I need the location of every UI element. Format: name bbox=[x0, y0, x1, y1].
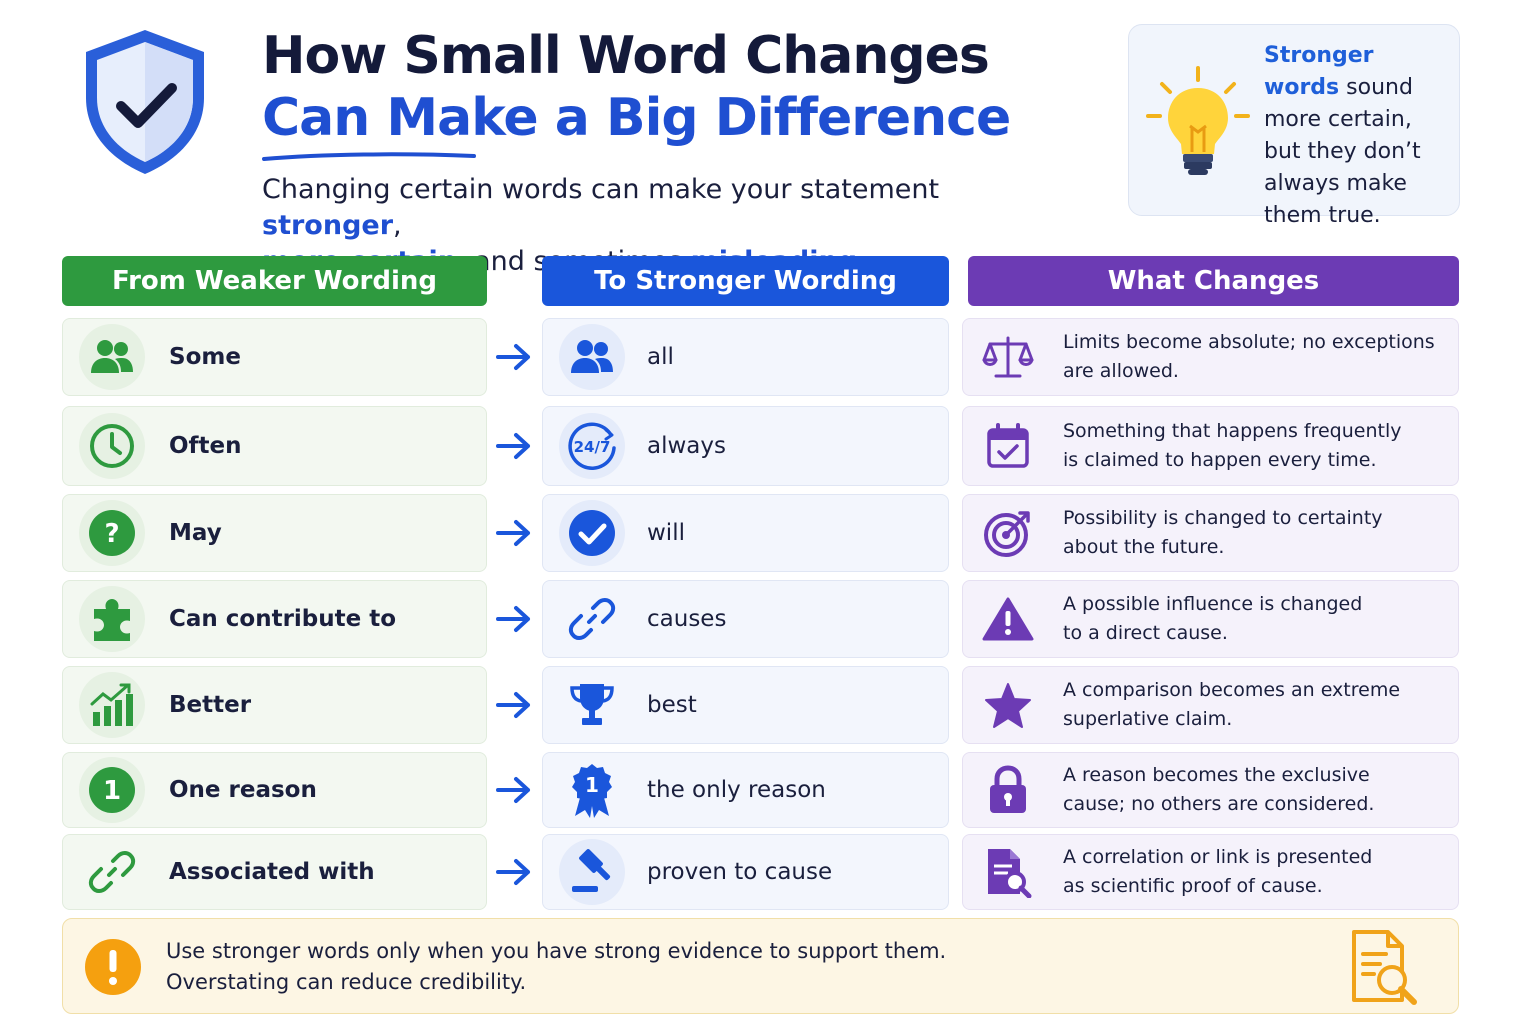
svg-text:24/7: 24/7 bbox=[574, 438, 611, 456]
change-description: A possible influence is changed to a dir… bbox=[1063, 593, 1363, 644]
star-icon bbox=[975, 672, 1041, 738]
change-description: Possibility is changed to certainty abou… bbox=[1063, 507, 1383, 558]
arrow-icon bbox=[496, 777, 530, 803]
change-description: A comparison becomes an extreme superlat… bbox=[1063, 679, 1401, 730]
weak-word: Some bbox=[169, 344, 241, 370]
strong-cell: 24/7 always bbox=[542, 406, 949, 486]
change-cell: A reason becomes the exclusive cause; no… bbox=[962, 752, 1459, 828]
strong-cell: causes bbox=[542, 580, 949, 658]
arrow-icon bbox=[496, 606, 530, 632]
weak-cell: Can contribute to bbox=[62, 580, 487, 658]
number-one-icon: 1 bbox=[79, 757, 145, 823]
tip-text: Stronger words sound more certain, but t… bbox=[1264, 43, 1421, 228]
change-cell: A comparison becomes an extreme superlat… bbox=[962, 666, 1459, 744]
strong-cell: will bbox=[542, 494, 949, 572]
weak-cell: 1 One reason bbox=[62, 752, 487, 828]
change-cell: A correlation or link is presented as sc… bbox=[962, 834, 1459, 910]
column-header-stronger: To Stronger Wording bbox=[542, 256, 949, 306]
weak-word: One reason bbox=[169, 777, 317, 803]
lightbulb-icon bbox=[1146, 66, 1250, 175]
svg-text:1: 1 bbox=[585, 773, 599, 797]
weak-cell: Better bbox=[62, 666, 487, 744]
weak-cell: Associated with bbox=[62, 834, 487, 910]
strong-word: the only reason bbox=[647, 777, 826, 803]
strong-cell: 1 the only reason bbox=[542, 752, 949, 828]
strong-word: always bbox=[647, 433, 726, 459]
title-underline bbox=[262, 152, 476, 161]
question-icon: ? bbox=[79, 500, 145, 566]
warning-circle-icon bbox=[85, 939, 141, 995]
change-cell: Limits become absolute; no exceptions ar… bbox=[962, 318, 1459, 396]
people-icon bbox=[559, 324, 625, 390]
arrow-icon bbox=[496, 692, 530, 718]
weak-cell: Some bbox=[62, 318, 487, 396]
arrow-icon bbox=[496, 433, 530, 459]
change-description: A correlation or link is presented as sc… bbox=[1063, 846, 1373, 897]
puzzle-icon bbox=[79, 586, 145, 652]
change-description: Limits become absolute; no exceptions ar… bbox=[1063, 331, 1435, 382]
page-title-line2: Can Make a Big Difference bbox=[262, 88, 1011, 148]
document-search-icon bbox=[975, 839, 1041, 905]
weak-word: May bbox=[169, 520, 222, 546]
footer-note bbox=[62, 918, 1459, 1014]
change-cell: A possible influence is changed to a dir… bbox=[962, 580, 1459, 658]
arrow-icon bbox=[496, 859, 530, 885]
strong-word: proven to cause bbox=[647, 859, 833, 885]
check-circle-icon bbox=[559, 500, 625, 566]
weak-word: Associated with bbox=[169, 859, 375, 885]
24-7-icon: 24/7 bbox=[559, 413, 625, 479]
shield-check-icon bbox=[86, 30, 204, 174]
ribbon-icon: 1 bbox=[559, 757, 625, 823]
document-search-icon bbox=[1352, 930, 1417, 1005]
growth-chart-icon bbox=[79, 672, 145, 738]
strong-cell: all bbox=[542, 318, 949, 396]
svg-text:?: ? bbox=[104, 519, 119, 549]
change-cell: Possibility is changed to certainty abou… bbox=[962, 494, 1459, 572]
arrow-icon bbox=[496, 344, 530, 370]
calendar-check-icon bbox=[975, 413, 1041, 479]
change-cell: Something that happens frequently is cla… bbox=[962, 406, 1459, 486]
scale-icon bbox=[975, 324, 1041, 390]
page-title-line1: How Small Word Changes bbox=[262, 26, 990, 86]
target-icon bbox=[975, 500, 1041, 566]
weak-word: Better bbox=[169, 692, 252, 718]
weak-word: Often bbox=[169, 433, 242, 459]
column-header-weaker: From Weaker Wording bbox=[62, 256, 487, 306]
strong-cell: best bbox=[542, 666, 949, 744]
gavel-icon bbox=[559, 839, 625, 905]
footer-text: Use stronger words only when you have st… bbox=[166, 939, 947, 994]
strong-word: causes bbox=[647, 606, 727, 632]
column-header-changes: What Changes bbox=[968, 256, 1459, 306]
weak-word: Can contribute to bbox=[169, 606, 397, 632]
change-description: A reason becomes the exclusive cause; no… bbox=[1063, 764, 1375, 815]
strong-word: all bbox=[647, 344, 674, 370]
warning-icon bbox=[975, 586, 1041, 652]
link-icon bbox=[79, 839, 145, 905]
strong-cell: proven to cause bbox=[542, 834, 949, 910]
strong-word: best bbox=[647, 692, 697, 718]
people-icon bbox=[79, 324, 145, 390]
link-icon bbox=[559, 586, 625, 652]
strong-word: will bbox=[647, 520, 685, 546]
weak-cell: Often bbox=[62, 406, 487, 486]
weak-cell: ? May bbox=[62, 494, 487, 572]
clock-icon bbox=[79, 413, 145, 479]
svg-text:1: 1 bbox=[103, 776, 121, 806]
arrow-icon bbox=[496, 520, 530, 546]
lock-icon bbox=[975, 757, 1041, 823]
trophy-icon bbox=[559, 672, 625, 738]
change-description: Something that happens frequently is cla… bbox=[1063, 420, 1402, 471]
